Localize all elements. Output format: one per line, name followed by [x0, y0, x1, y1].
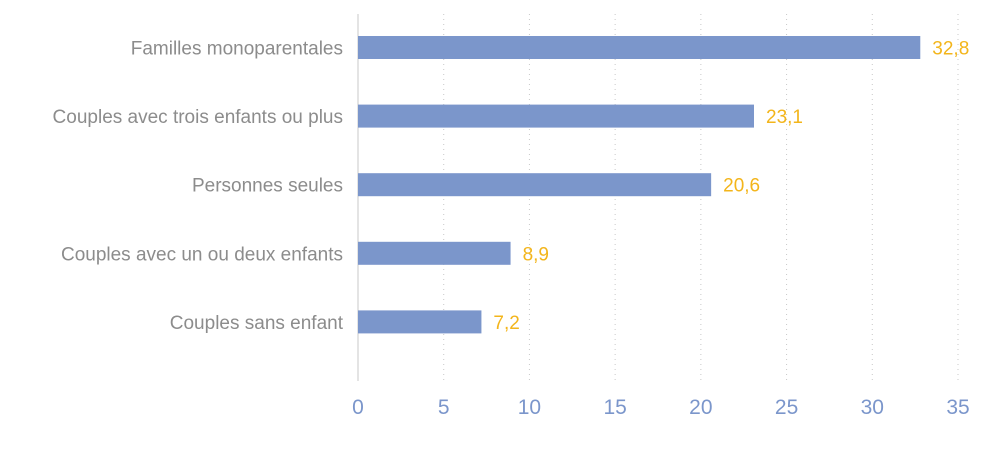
- category-label-1: Couples avec trois enfants ou plus: [53, 107, 343, 128]
- x-tick-label-0: 0: [352, 396, 364, 419]
- bar-1: [358, 104, 754, 128]
- data-label-1: 23,1: [766, 107, 803, 128]
- data-label-layer: 32,8 23,1 20,6 8,9 7,2: [493, 39, 969, 334]
- category-label-2: Personnes seules: [192, 176, 343, 197]
- category-label-4: Couples sans enfant: [170, 313, 344, 334]
- data-label-3: 8,9: [523, 244, 549, 265]
- bar-3: [358, 241, 511, 265]
- x-tick-label-25: 25: [775, 396, 798, 419]
- data-label-4: 7,2: [493, 313, 519, 334]
- bar-0: [358, 36, 921, 59]
- x-tick-label-20: 20: [689, 396, 712, 419]
- category-label-3: Couples avec un ou deux enfants: [61, 244, 343, 265]
- x-tick-label-10: 10: [518, 396, 541, 419]
- x-tick-label-35: 35: [946, 396, 969, 419]
- x-tick-layer: 0 5 10 15 20 25 30 35: [352, 396, 970, 419]
- bar-layer: [358, 36, 921, 334]
- data-label-2: 20,6: [723, 176, 760, 197]
- x-tick-label-15: 15: [603, 396, 626, 419]
- category-label-layer: Familles monoparentales Couples avec troi…: [53, 39, 344, 334]
- bar-2: [358, 173, 712, 197]
- x-tick-label-30: 30: [861, 396, 884, 419]
- bar-4: [358, 310, 482, 334]
- data-label-0: 32,8: [932, 39, 969, 60]
- category-label-0: Familles monoparentales: [131, 39, 343, 60]
- x-tick-label-5: 5: [438, 396, 450, 419]
